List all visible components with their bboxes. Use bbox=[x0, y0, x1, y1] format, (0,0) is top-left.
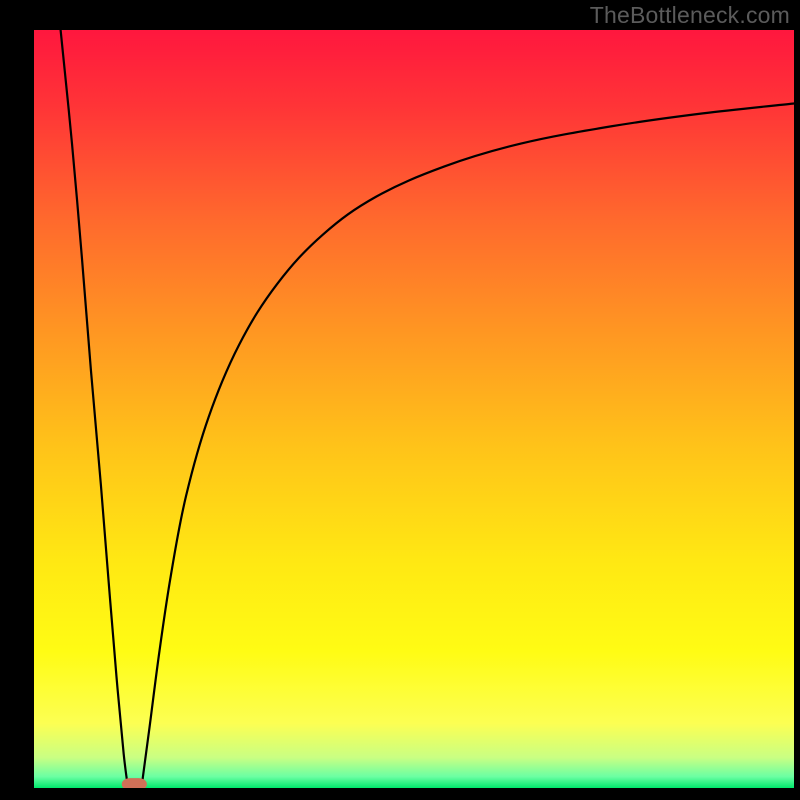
minimum-marker bbox=[122, 778, 147, 788]
watermark-text: TheBottleneck.com bbox=[590, 2, 790, 29]
curve-left-branch bbox=[61, 30, 128, 784]
plot-area bbox=[34, 30, 794, 788]
curves-layer bbox=[34, 30, 794, 788]
curve-right-branch bbox=[142, 104, 794, 785]
chart-frame: TheBottleneck.com bbox=[0, 0, 800, 800]
